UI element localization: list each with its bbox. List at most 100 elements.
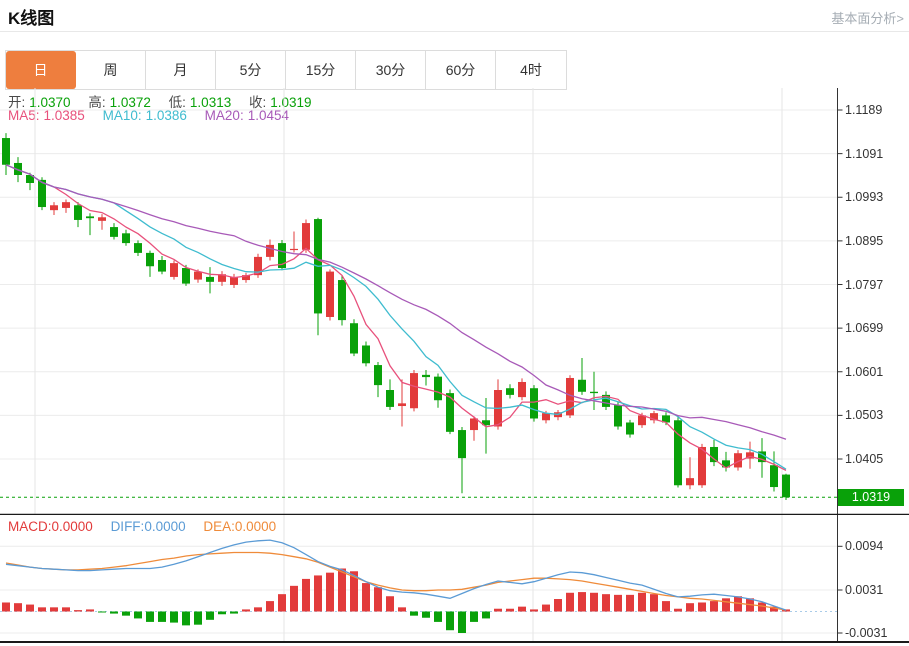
- candle-body: [38, 179, 46, 208]
- macd-hist-bar: [74, 610, 82, 612]
- ma20-line: [5, 164, 787, 440]
- high-label: 高:: [88, 95, 106, 110]
- ma10-value: 1.0386: [145, 108, 187, 123]
- candle-body: [98, 217, 106, 221]
- macd-hist-bar: [230, 611, 238, 614]
- price-axis-label: 1.0503: [845, 408, 884, 423]
- ma20-value: 1.0454: [247, 108, 289, 123]
- tab-4hour[interactable]: 4时: [496, 51, 566, 89]
- price-axis-label: 1.0895: [845, 233, 884, 248]
- macd-hist-bar: [662, 601, 670, 612]
- candlestick-chart[interactable]: [0, 88, 909, 515]
- macd-hist-bar: [626, 594, 634, 612]
- macd-axis-label: 0.0031: [845, 582, 884, 597]
- candle-body: [530, 388, 538, 419]
- candle-body: [170, 263, 178, 277]
- macd-hist-bar: [542, 604, 550, 612]
- candle-body: [746, 452, 754, 459]
- macd-hist-bar: [86, 609, 94, 612]
- close-value: 1.0319: [270, 95, 312, 110]
- candle-body: [158, 260, 166, 272]
- tab-5min[interactable]: 5分: [216, 51, 286, 89]
- candle-body: [386, 389, 394, 407]
- ma10-line: [5, 164, 787, 470]
- macd-hist-bar: [698, 602, 706, 612]
- macd-hist-bar: [110, 611, 118, 614]
- macd-hist-bar: [650, 594, 658, 612]
- price-axis-label: 1.0601: [845, 364, 884, 379]
- candle-body: [2, 138, 10, 165]
- macd-hist-bar: [50, 607, 58, 612]
- macd-hist-bar: [38, 607, 46, 612]
- macd-hist-bar: [446, 611, 454, 631]
- macd-chart[interactable]: [0, 515, 909, 643]
- candle-body: [686, 478, 694, 486]
- candle-body: [590, 391, 598, 394]
- macd-hist-bar: [62, 607, 70, 612]
- candle-body: [698, 446, 706, 486]
- candle-body: [254, 256, 262, 276]
- macd-hist-bar: [554, 599, 562, 612]
- fundamental-analysis-link[interactable]: 基本面分析>: [831, 11, 904, 26]
- candle-body: [206, 276, 214, 282]
- macd-hist-bar: [26, 604, 34, 612]
- candle-body: [470, 418, 478, 431]
- macd-hist-bar: [482, 611, 490, 619]
- macd-hist-bar: [158, 611, 166, 622]
- candle-body: [506, 388, 514, 395]
- candle-body: [230, 276, 238, 285]
- macd-hist-bar: [254, 607, 262, 612]
- tab-30min[interactable]: 30分: [356, 51, 426, 89]
- macd-hist-bar: [2, 602, 10, 612]
- macd-hist-bar: [638, 592, 646, 612]
- low-label: 低:: [168, 95, 186, 110]
- macd-hist-bar: [278, 594, 286, 612]
- tab-day[interactable]: 日: [6, 51, 76, 89]
- tab-week[interactable]: 周: [76, 51, 146, 89]
- macd-hist-bar: [98, 611, 106, 613]
- ma5-line: [5, 164, 787, 471]
- macd-hist-bar: [722, 598, 730, 612]
- current-price-badge: 1.0319: [838, 488, 904, 506]
- macd-hist-bar: [494, 608, 502, 612]
- candle-body: [26, 174, 34, 184]
- macd-hist-bar: [470, 611, 478, 622]
- candle-body: [410, 373, 418, 409]
- dea-line: [5, 551, 787, 611]
- candle-body: [338, 280, 346, 321]
- dea-label: DEA:: [203, 519, 235, 534]
- interval-tab-bar: 日周月 5分 15分 30分 60分 4时: [5, 50, 567, 90]
- price-axis-label: 1.0993: [845, 190, 884, 205]
- candle-body: [422, 374, 430, 378]
- candle-body: [326, 271, 334, 317]
- tab-60min[interactable]: 60分: [426, 51, 496, 89]
- tab-15min[interactable]: 15分: [286, 51, 356, 89]
- candle-body: [770, 465, 778, 488]
- candle-body: [290, 248, 298, 251]
- candle-body: [278, 243, 286, 269]
- candle-body: [14, 162, 22, 175]
- macd-hist-bar: [242, 609, 250, 612]
- macd-hist-bar: [530, 609, 538, 612]
- candle-body: [74, 205, 82, 220]
- candle-body: [458, 430, 466, 459]
- candle-body: [614, 405, 622, 427]
- macd-hist-bar: [674, 608, 682, 612]
- macd-hist-bar: [506, 608, 514, 612]
- macd-hist-bar: [590, 592, 598, 612]
- open-value: 1.0370: [29, 95, 71, 110]
- diff-value: 0.0000: [144, 519, 186, 534]
- ohlc-readout: 开: 1.0370 高: 1.0372 低: 1.0313 收: 1.0319: [8, 91, 316, 111]
- macd-hist-bar: [614, 594, 622, 612]
- candle-body: [374, 365, 382, 386]
- macd-hist-bar: [14, 603, 22, 612]
- tab-month[interactable]: 月: [146, 51, 216, 89]
- candle-body: [362, 345, 370, 364]
- candle-body: [50, 205, 58, 211]
- macd-hist-bar: [362, 583, 370, 612]
- dea-value: 0.0000: [234, 519, 277, 534]
- candle-body: [302, 223, 310, 250]
- candle-body: [146, 252, 154, 267]
- candle-body: [266, 244, 274, 257]
